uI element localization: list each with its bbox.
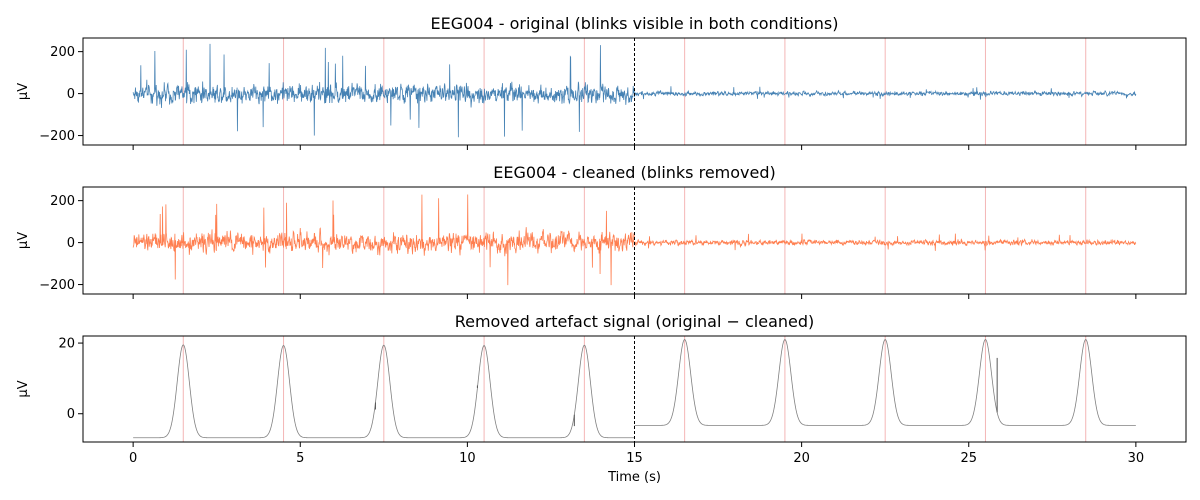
y-tick-label: −200 <box>39 129 75 144</box>
y-axis-label: µV <box>16 232 31 249</box>
x-tick-label: 15 <box>626 451 643 466</box>
x-axis-label: Time (s) <box>607 470 661 485</box>
x-tick-label: 25 <box>960 451 977 466</box>
x-tick-label: 10 <box>459 451 476 466</box>
panel-2: −200 0 200 EEG004 - cleaned (blinks removed… <box>16 163 1187 299</box>
series-line <box>133 344 635 439</box>
series-line <box>132 194 635 286</box>
panel-3: 0 20 0 5 10 15 20 25 30 Removed artefact signal (… <box>16 312 1187 485</box>
x-tick-label: 0 <box>129 451 137 466</box>
x-tick-label: 5 <box>296 451 304 466</box>
y-tick-label: 200 <box>50 45 75 60</box>
series-line <box>132 43 635 138</box>
panel-1: −200 0 200 EEG004 - original (blinks visibl… <box>16 14 1187 150</box>
series-line <box>634 233 1137 251</box>
y-tick-label: −200 <box>39 278 75 293</box>
series-line <box>634 339 1136 426</box>
panel-title: EEG004 - original (blinks visible in bot… <box>430 14 838 33</box>
y-axis-label: µV <box>16 83 31 100</box>
y-tick-label: 0 <box>67 407 75 422</box>
signal-group <box>132 194 1137 286</box>
y-tick-label: 20 <box>58 337 75 352</box>
signal-group <box>133 339 1136 439</box>
series-line <box>634 86 1137 100</box>
y-tick-label: 0 <box>67 236 75 251</box>
y-tick-label: 200 <box>50 194 75 209</box>
signal-group <box>132 43 1137 138</box>
panel-title: Removed artefact signal (original − clea… <box>455 312 815 331</box>
x-tick-label: 20 <box>793 451 810 466</box>
y-tick-label: 0 <box>67 87 75 102</box>
x-tick-label: 30 <box>1128 451 1145 466</box>
panel-title: EEG004 - cleaned (blinks removed) <box>493 163 776 182</box>
y-axis-label: µV <box>16 380 31 397</box>
